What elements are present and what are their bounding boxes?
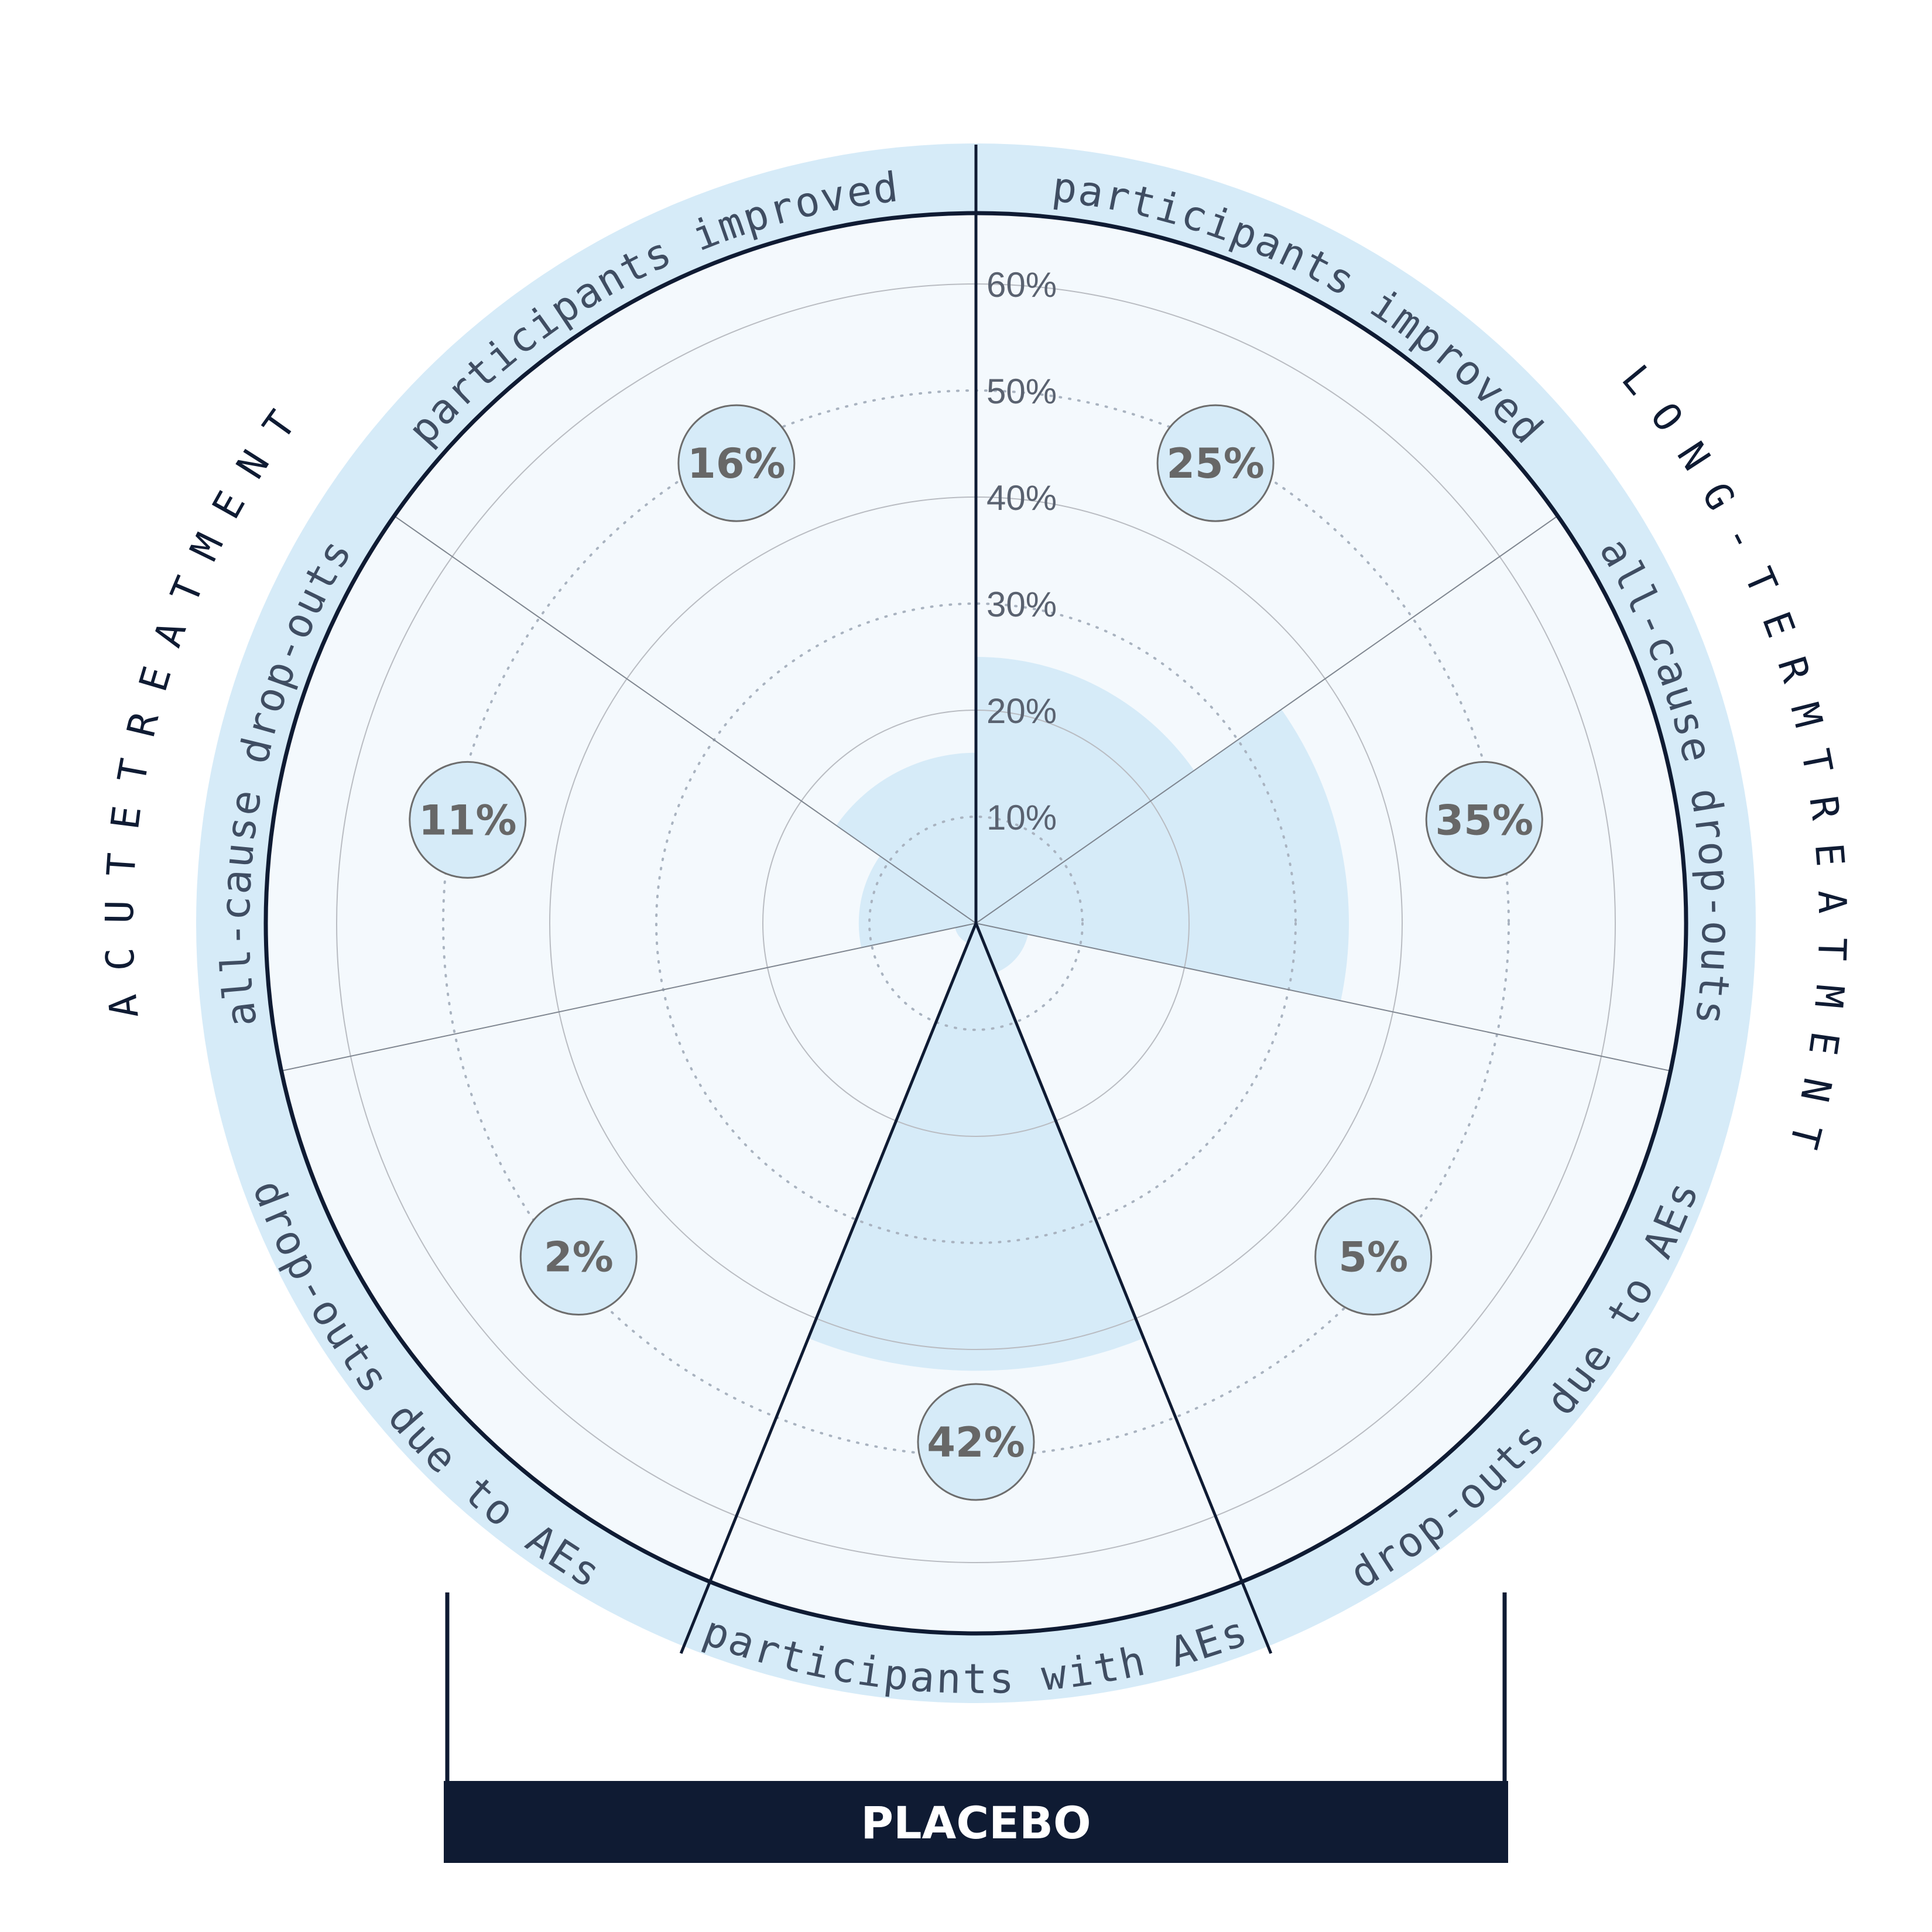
value-badge [519, 1198, 638, 1316]
placebo-label: PLACEBO [861, 1797, 1091, 1849]
radial-tick-labels: 10% 20% 30% 40% 50% 60% [986, 265, 1057, 837]
segment-dividers [263, 145, 1688, 1654]
placebo-divider [974, 923, 1273, 1654]
placebo-divider [679, 923, 978, 1654]
value-badge [917, 1383, 1035, 1501]
value-badge [1425, 761, 1543, 879]
radial-tick-label: 60% [986, 265, 1057, 304]
value-badge [1314, 1198, 1433, 1316]
placebo-bracket: PLACEBO [444, 1592, 1508, 1863]
plot-boundary [263, 211, 1688, 1636]
value-label: 16% [687, 440, 786, 488]
value-label: 25% [1166, 440, 1265, 488]
data-wedges [808, 657, 1349, 1371]
value-badges: 25% 35% 5% 42% 2% 11% 16% [409, 404, 1543, 1501]
value-label: 5% [1338, 1234, 1408, 1282]
value-label: 2% [544, 1234, 614, 1282]
value-badge [409, 761, 527, 879]
value-badge [1156, 404, 1275, 522]
radial-tick-label: 30% [986, 585, 1057, 624]
radial-tick-label: 50% [986, 372, 1057, 411]
data-wedge [976, 709, 1349, 1001]
data-wedge [955, 923, 976, 943]
placebo-bar [444, 1781, 1508, 1863]
data-wedge [976, 657, 1194, 923]
data-wedge [976, 923, 1029, 973]
grid-circle [655, 602, 1297, 1244]
value-badge [677, 404, 796, 522]
radial-tick-label: 40% [986, 478, 1057, 518]
segment-divider [975, 515, 1558, 924]
data-wedge [808, 923, 1144, 1371]
segment-divider [281, 923, 977, 1072]
segment-divider [393, 515, 977, 924]
segment-divider [975, 923, 1671, 1072]
radial-tick-label: 10% [986, 798, 1057, 837]
radial-tick-label: 20% [986, 691, 1057, 731]
data-wedge [858, 856, 976, 948]
value-label: 35% [1435, 796, 1533, 844]
grid-circle [868, 816, 1084, 1031]
value-label: 11% [419, 796, 517, 844]
data-wedge [836, 752, 976, 923]
value-label: 42% [927, 1419, 1025, 1467]
